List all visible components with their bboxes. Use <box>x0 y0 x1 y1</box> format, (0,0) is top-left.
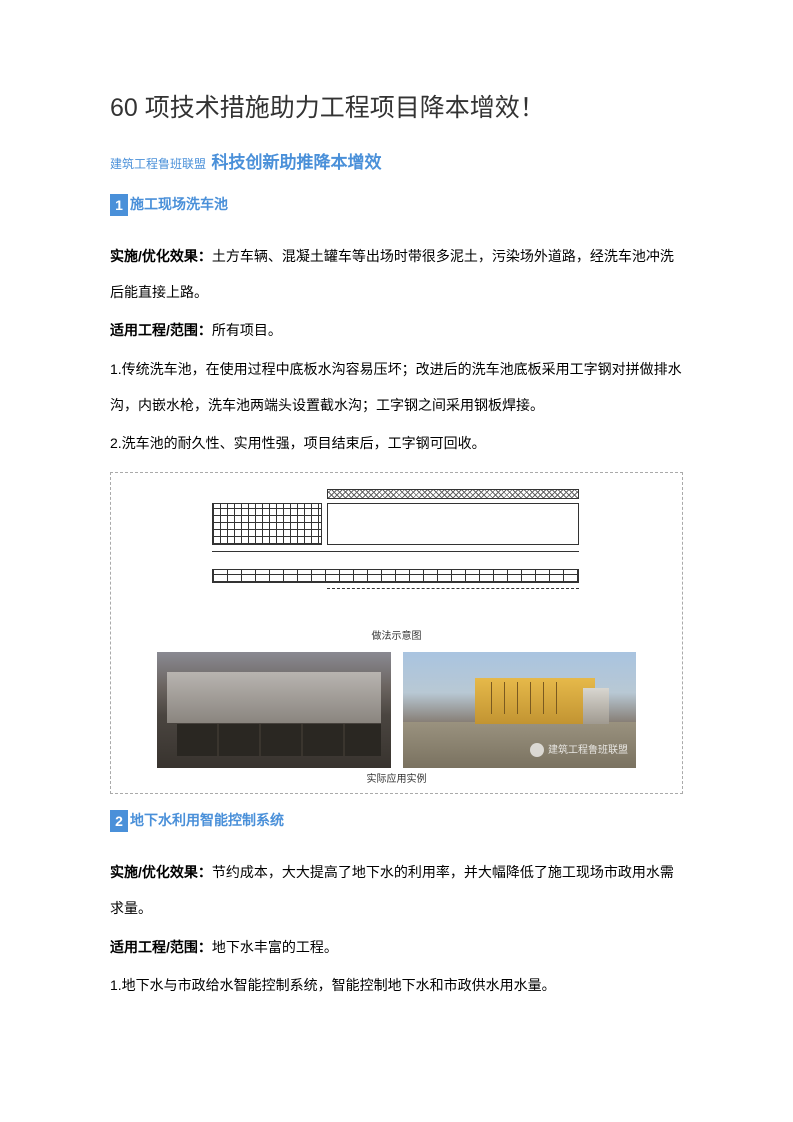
scope-label-2: 适用工程/范围： <box>110 939 212 955</box>
photo-truck-cab <box>583 688 609 724</box>
scope-text-2: 地下水丰富的工程。 <box>212 939 338 955</box>
section-2-number: 2 <box>110 810 128 832</box>
section-2-header: 2 地下水利用智能控制系统 <box>110 810 683 832</box>
diagram-dimension-line <box>212 551 579 561</box>
subheader: 建筑工程鲁班联盟 科技创新助推降本增效 <box>110 150 683 176</box>
effect-label: 实施/优化效果： <box>110 248 212 264</box>
section-2-effect: 实施/优化效果：节约成本，大大提高了地下水的利用率，并大幅降低了施工现场市政用水… <box>110 854 683 927</box>
diagram-area <box>212 485 582 605</box>
watermark: 建筑工程鲁班联盟 <box>530 743 628 758</box>
subheader-source: 建筑工程鲁班联盟 <box>110 157 206 171</box>
section-1-number: 1 <box>110 194 128 216</box>
section-2-title: 地下水利用智能控制系统 <box>130 810 284 831</box>
diagram-grid <box>212 503 322 545</box>
section-1-title: 施工现场洗车池 <box>130 194 228 215</box>
photo-left <box>157 652 391 768</box>
section-1-point-2: 2.洗车池的耐久性、实用性强，项目结束后，工字钢可回收。 <box>110 425 683 461</box>
diagram-brick-band <box>212 569 579 583</box>
diagram-caption: 做法示意图 <box>117 629 676 644</box>
subheader-topic: 科技创新助推降本增效 <box>211 153 381 172</box>
photo-truck <box>475 678 595 724</box>
watermark-text: 建筑工程鲁班联盟 <box>548 743 628 758</box>
section-1-effect: 实施/优化效果：土方车辆、混凝土罐车等出场时带很多泥土，污染场外道路，经洗车池冲… <box>110 238 683 311</box>
photo-right: 建筑工程鲁班联盟 <box>403 652 637 768</box>
section-1-point-1: 1.传统洗车池，在使用过程中底板水沟容易压坏；改进后的洗车池底板采用工字钢对拼做… <box>110 351 683 424</box>
section-2-point-1: 1.地下水与市政给水智能控制系统，智能控制地下水和市政供水用水量。 <box>110 967 683 1003</box>
section-1-scope: 适用工程/范围：所有项目。 <box>110 312 683 348</box>
figure-1-photos: 建筑工程鲁班联盟 <box>117 652 676 768</box>
section-1-header: 1 施工现场洗车池 <box>110 194 683 216</box>
diagram-dash-band <box>327 585 579 589</box>
diagram-hatch-bar <box>327 489 579 499</box>
figure-1-diagram: 做法示意图 <box>117 479 676 644</box>
scope-label: 适用工程/范围： <box>110 322 212 338</box>
diagram-main-rect <box>327 503 579 545</box>
watermark-icon <box>530 743 544 757</box>
scope-text: 所有项目。 <box>212 322 282 338</box>
effect-label-2: 实施/优化效果： <box>110 864 212 880</box>
page-title: 60 项技术措施助力工程项目降本增效！ <box>110 90 683 128</box>
figure-1: 做法示意图 建筑工程鲁班联盟 实际应用实例 <box>110 472 683 794</box>
section-2-scope: 适用工程/范围：地下水丰富的工程。 <box>110 929 683 965</box>
photo-caption: 实际应用实例 <box>117 772 676 787</box>
